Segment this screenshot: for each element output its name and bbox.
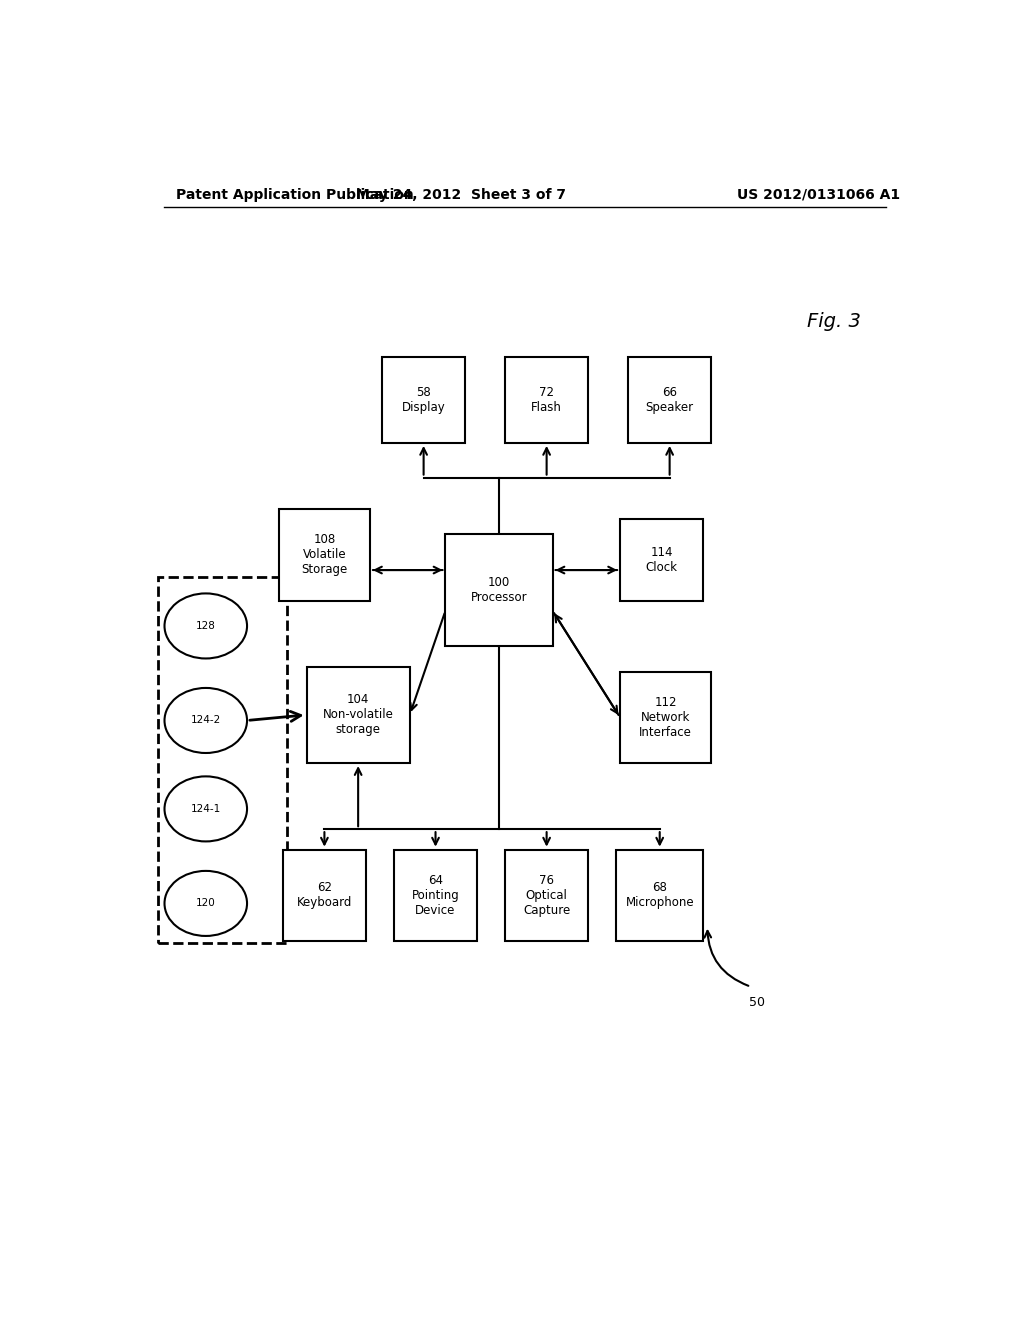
Text: 58
Display: 58 Display (401, 385, 445, 413)
FancyBboxPatch shape (616, 850, 703, 941)
FancyBboxPatch shape (283, 850, 367, 941)
FancyBboxPatch shape (306, 667, 410, 763)
FancyBboxPatch shape (394, 850, 477, 941)
Text: 124-1: 124-1 (190, 804, 221, 814)
Text: 62
Keyboard: 62 Keyboard (297, 882, 352, 909)
Text: 104
Non-volatile
storage: 104 Non-volatile storage (323, 693, 393, 737)
FancyBboxPatch shape (279, 510, 370, 601)
FancyBboxPatch shape (620, 672, 712, 763)
FancyBboxPatch shape (620, 519, 703, 601)
Text: 100
Processor: 100 Processor (471, 577, 527, 605)
FancyBboxPatch shape (445, 535, 553, 647)
FancyBboxPatch shape (382, 356, 465, 444)
Text: 112
Network
Interface: 112 Network Interface (639, 696, 692, 739)
Text: 76
Optical
Capture: 76 Optical Capture (523, 874, 570, 917)
Text: Patent Application Publication: Patent Application Publication (176, 187, 414, 202)
FancyBboxPatch shape (505, 850, 588, 941)
Text: 72
Flash: 72 Flash (531, 385, 562, 413)
Text: 120: 120 (196, 899, 216, 908)
Text: 128: 128 (196, 620, 216, 631)
Text: US 2012/0131066 A1: US 2012/0131066 A1 (737, 187, 900, 202)
Text: 68
Microphone: 68 Microphone (626, 882, 694, 909)
Text: 108
Volatile
Storage: 108 Volatile Storage (301, 533, 347, 577)
Text: May 24, 2012  Sheet 3 of 7: May 24, 2012 Sheet 3 of 7 (356, 187, 566, 202)
Text: 124-2: 124-2 (190, 715, 221, 726)
Text: 66
Speaker: 66 Speaker (645, 385, 693, 413)
Text: Fig. 3: Fig. 3 (807, 312, 861, 330)
Text: 64
Pointing
Device: 64 Pointing Device (412, 874, 460, 917)
Text: 50: 50 (750, 995, 765, 1008)
Text: 114
Clock: 114 Clock (646, 546, 678, 574)
FancyBboxPatch shape (505, 356, 588, 444)
FancyBboxPatch shape (628, 356, 712, 444)
